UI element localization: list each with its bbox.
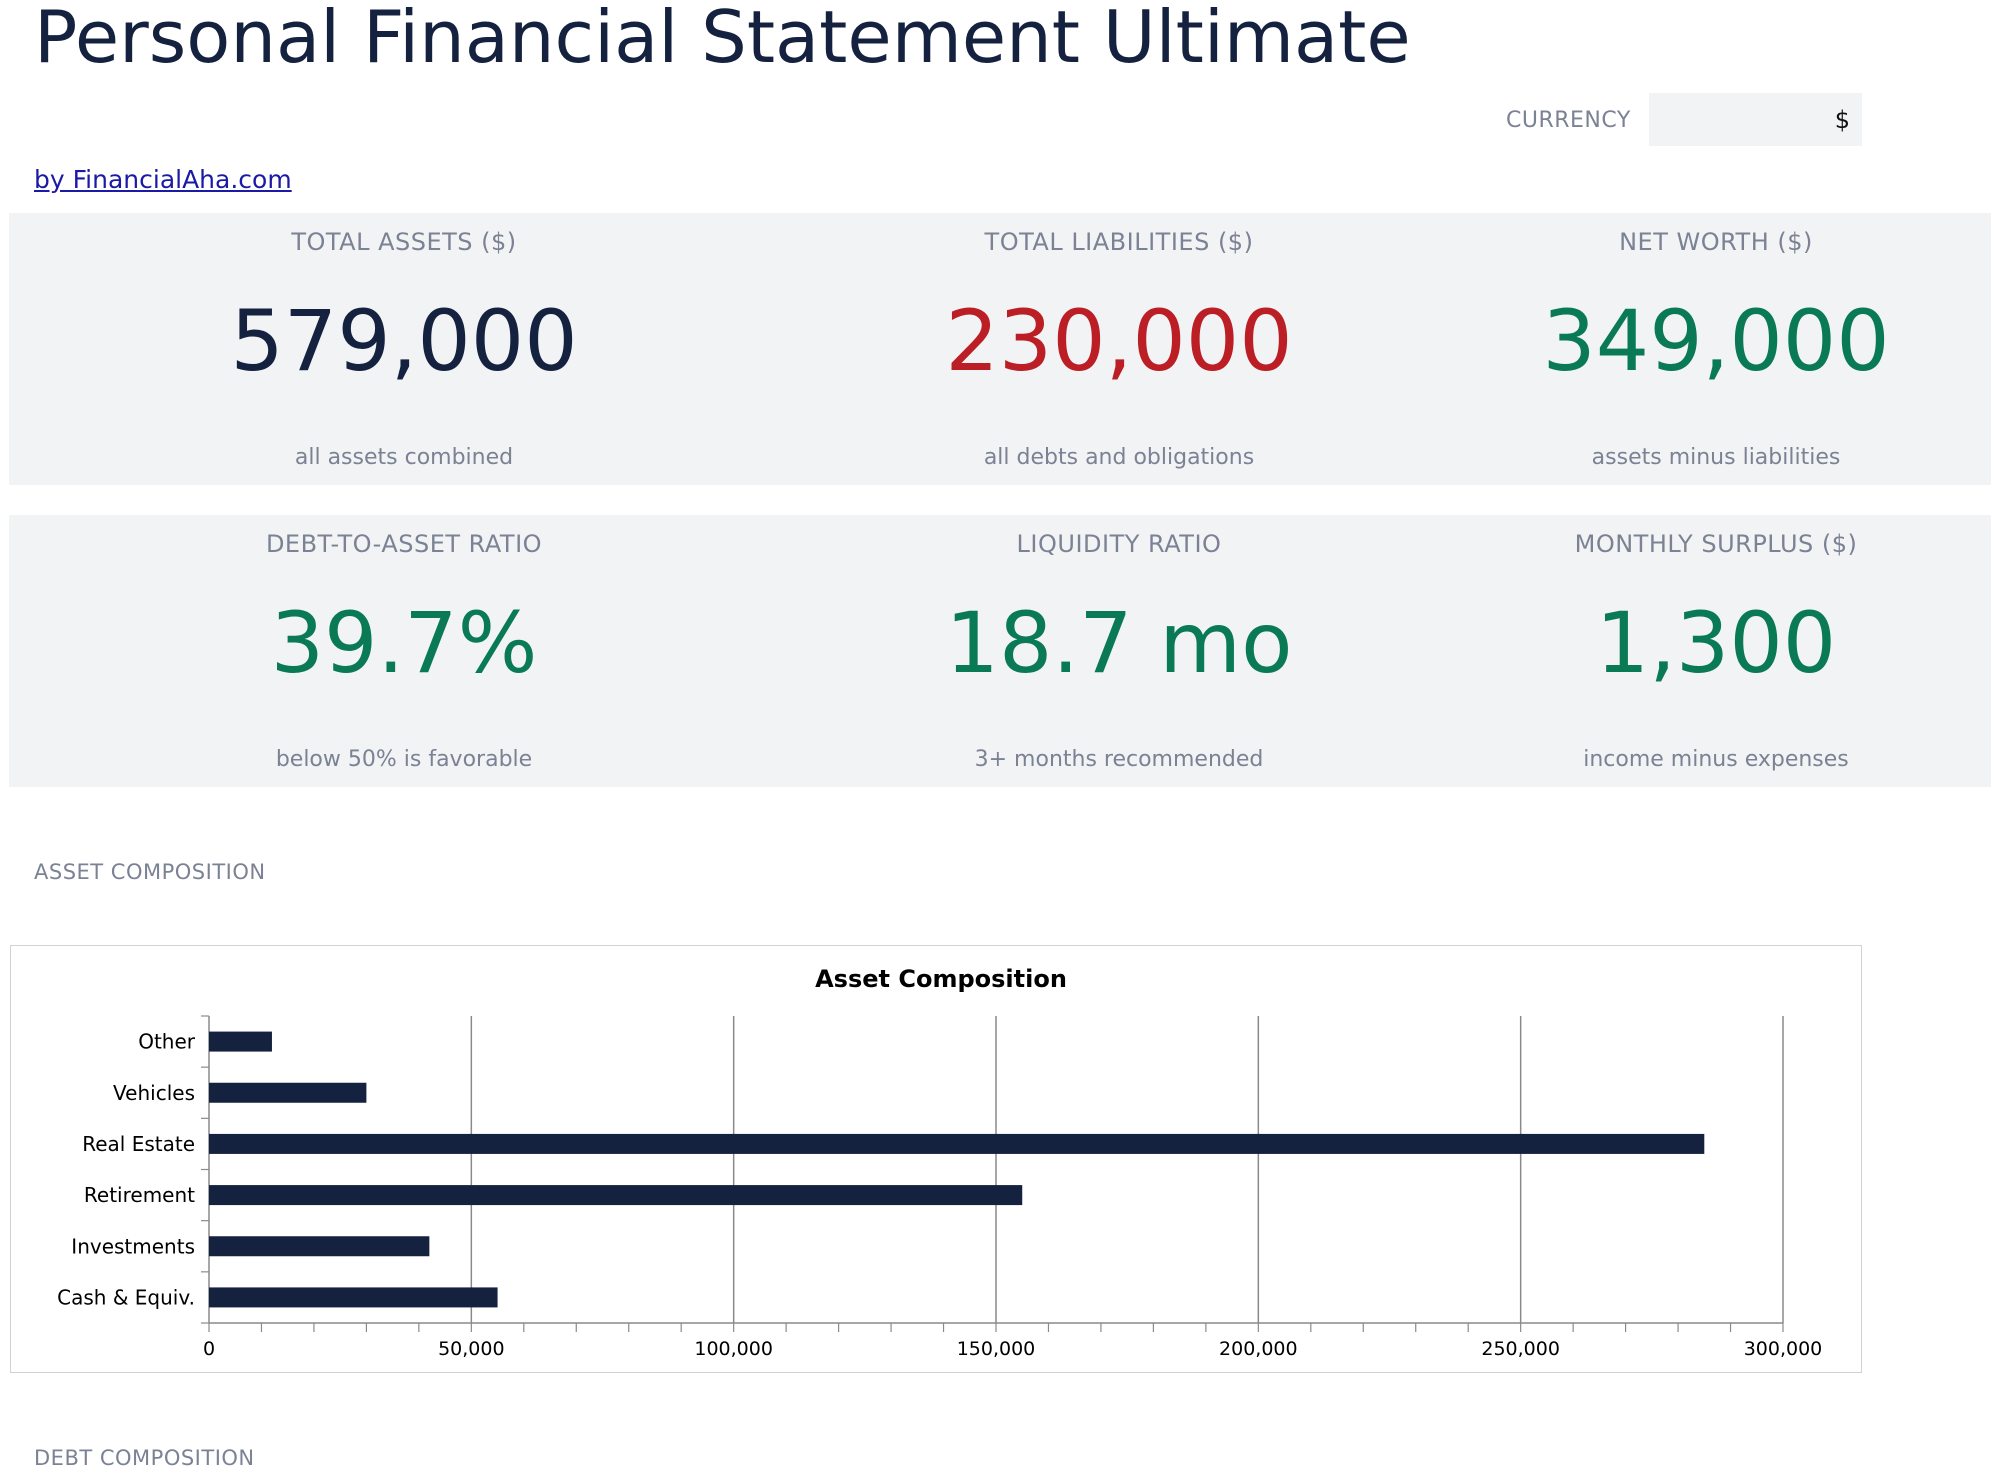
chart-y-category-label: Real Estate — [82, 1132, 195, 1156]
chart-bar — [209, 1185, 1023, 1206]
chart-y-category-label: Other — [138, 1030, 196, 1054]
chart-bar — [209, 1082, 367, 1103]
page-title: Personal Financial Statement Ultimate — [34, 0, 1411, 79]
kpi-label: TOTAL LIABILITIES ($) — [984, 228, 1254, 256]
kpi-label: TOTAL ASSETS ($) — [291, 228, 517, 256]
kpi-label: MONTHLY SURPLUS ($) — [1574, 530, 1858, 558]
kpi-liquidity-ratio: LIQUIDITY RATIO 18.7 mo 3+ months recomm… — [819, 515, 1419, 787]
chart-x-tick-label: 0 — [203, 1338, 215, 1360]
chart-y-category-label: Retirement — [84, 1183, 195, 1207]
asset-composition-chart-svg: Asset Composition 0 50,000 100,000 150,000 20… — [57, 965, 1823, 1360]
kpi-caption: 3+ months recommended — [974, 747, 1264, 772]
kpi-caption: all debts and obligations — [983, 445, 1255, 470]
kpi-panel-ratios: DEBT-TO-ASSET RATIO 39.7% below 50% is f… — [9, 515, 1991, 787]
kpi-value: 18.7 mo — [945, 594, 1293, 692]
chart-x-tick-label: 300,000 — [1744, 1338, 1823, 1360]
kpi-value: 1,300 — [1595, 594, 1837, 692]
chart-bar — [209, 1236, 430, 1257]
byline-link[interactable]: by FinancialAha.com — [34, 165, 292, 194]
kpi-monthly-surplus: MONTHLY SURPLUS ($) 1,300 income minus e… — [1416, 515, 2000, 787]
kpi-value: 230,000 — [945, 292, 1293, 390]
chart-x-tick-label: 100,000 — [694, 1338, 773, 1360]
chart-x-tick-label: 200,000 — [1219, 1338, 1298, 1360]
chart-y-category-label: Cash & Equiv. — [57, 1285, 195, 1309]
section-label-debt-composition: DEBT COMPOSITION — [34, 1446, 255, 1470]
chart-x-tick-label: 250,000 — [1481, 1338, 1560, 1360]
currency-label: CURRENCY — [1506, 108, 1631, 133]
kpi-caption: all assets combined — [294, 445, 514, 470]
kpi-total-assets: TOTAL ASSETS ($) 579,000 all assets comb… — [104, 213, 704, 485]
currency-input[interactable]: $ — [1649, 93, 1862, 146]
chart-y-category-label: Vehicles — [113, 1081, 195, 1105]
kpi-value: 39.7% — [270, 594, 538, 692]
chart-bar — [209, 1287, 498, 1308]
section-label-asset-composition: ASSET COMPOSITION — [34, 860, 266, 884]
kpi-value: 349,000 — [1542, 292, 1890, 390]
kpi-label: LIQUIDITY RATIO — [1016, 530, 1222, 558]
kpi-panel-summary: TOTAL ASSETS ($) 579,000 all assets comb… — [9, 213, 1991, 485]
chart-x-tick-label: 50,000 — [438, 1338, 504, 1360]
kpi-debt-to-asset-ratio: DEBT-TO-ASSET RATIO 39.7% below 50% is f… — [104, 515, 704, 787]
kpi-total-liabilities: TOTAL LIABILITIES ($) 230,000 all debts … — [819, 213, 1419, 485]
kpi-caption: assets minus liabilities — [1591, 445, 1841, 470]
chart-bar — [209, 1031, 272, 1052]
kpi-label: NET WORTH ($) — [1619, 228, 1813, 256]
kpi-net-worth: NET WORTH ($) 349,000 assets minus liabi… — [1416, 213, 2000, 485]
kpi-caption: income minus expenses — [1583, 747, 1849, 772]
chart-x-tick-label: 150,000 — [957, 1338, 1036, 1360]
chart-y-category-label: Investments — [71, 1234, 195, 1258]
chart-title: Asset Composition — [815, 965, 1067, 993]
kpi-caption: below 50% is favorable — [275, 747, 533, 772]
asset-composition-chart: Asset Composition 0 50,000 100,000 150,000 20… — [10, 945, 1862, 1373]
chart-bar — [209, 1133, 1705, 1154]
kpi-label: DEBT-TO-ASSET RATIO — [265, 530, 543, 558]
kpi-value: 579,000 — [230, 292, 578, 390]
